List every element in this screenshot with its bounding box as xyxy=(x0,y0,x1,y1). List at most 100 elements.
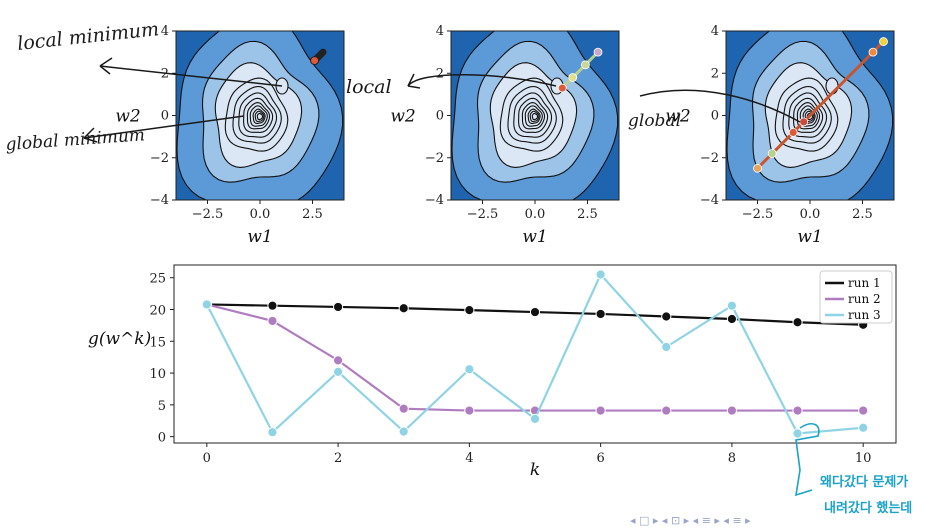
x-tick-label: 6 xyxy=(596,451,604,466)
trajectory-point xyxy=(310,56,320,66)
series-point xyxy=(661,341,672,353)
contour-level xyxy=(249,105,268,127)
series-point xyxy=(267,300,278,311)
contour-level xyxy=(232,85,282,144)
x-tick-label: −2.5 xyxy=(192,207,224,222)
arrow-global-minimum xyxy=(83,115,245,139)
x-tick-label: −2.5 xyxy=(742,207,774,222)
series-point xyxy=(858,405,869,416)
series-point xyxy=(726,405,738,416)
x-tick-label: 4 xyxy=(465,451,473,466)
y-tick-label: 20 xyxy=(149,304,166,319)
contour-level xyxy=(531,112,539,121)
x-tick-label: 0.0 xyxy=(525,207,546,222)
contour-level xyxy=(793,97,824,133)
x-axis-label: k xyxy=(530,460,540,480)
series-point xyxy=(267,427,278,438)
slide-nav-icons[interactable]: ◂ □ ▸ ◂ ⊡ ▸ ◂ ≡ ▸ ◂ ≡ ▸ xyxy=(630,514,751,527)
x-tick-label: 2.5 xyxy=(302,207,323,222)
series-point xyxy=(595,308,606,320)
arrow-local-minimum xyxy=(99,65,283,87)
y-tick-label: −4 xyxy=(425,193,444,208)
y-tick-label: 25 xyxy=(149,272,166,287)
contour-level xyxy=(252,108,266,124)
trajectory-line xyxy=(561,51,600,90)
contour-level xyxy=(527,108,541,124)
korean-note-line1: 왜다갔다 문제가 xyxy=(820,474,908,490)
arrowhead-icon xyxy=(407,73,421,89)
y-tick-label: 2 xyxy=(436,66,444,81)
x-tick-label: 2.5 xyxy=(577,207,598,222)
contour-field xyxy=(176,31,344,200)
y-axis-label: w2 xyxy=(390,107,415,127)
x-tick-label: 10 xyxy=(855,451,872,466)
trajectory-point xyxy=(593,47,603,57)
trajectory-point xyxy=(788,127,798,137)
trajectory-point xyxy=(753,163,762,173)
contour-level xyxy=(254,110,265,123)
series-point xyxy=(201,299,212,310)
series-point xyxy=(792,428,803,439)
series-point xyxy=(792,405,803,416)
contour-level xyxy=(518,97,549,133)
series-point xyxy=(332,366,344,377)
y-tick-label: −4 xyxy=(700,193,719,208)
cost-history-chart: 0 2 4 6 8 10 0 5 10 15 20 25 k g(w^k) run 1 run 2 run 3 xyxy=(88,264,897,480)
y-tick-label: 0 xyxy=(436,109,444,124)
contour-level xyxy=(507,85,557,144)
contour-level xyxy=(246,102,271,130)
y-tick-label: 0 xyxy=(711,109,719,124)
series-point xyxy=(464,305,475,316)
contour-level xyxy=(802,108,816,124)
annotation-global-minimum: global minimum xyxy=(5,125,146,155)
contour-level xyxy=(513,92,553,138)
y-axis-label: g(w^k) xyxy=(88,329,151,349)
y-tick-label: 4 xyxy=(436,24,444,39)
y-axis-label: w2 xyxy=(665,107,690,127)
contour-field xyxy=(451,31,619,200)
x-tick-label: 0.0 xyxy=(250,207,271,222)
series-point xyxy=(858,422,869,433)
korean-note-line2: 내려갔다 했는데 xyxy=(824,500,912,516)
y-tick-label: 0 xyxy=(158,431,166,446)
legend-label: run 3 xyxy=(848,308,881,322)
series-point xyxy=(661,405,672,416)
contour-level xyxy=(256,112,264,121)
x-tick-label: 0 xyxy=(203,451,211,466)
contour-level xyxy=(796,102,821,130)
arrow-global xyxy=(639,89,801,123)
legend-label: run 2 xyxy=(848,292,881,306)
series-point xyxy=(398,426,409,437)
series-point xyxy=(267,315,278,327)
y-tick-label: 15 xyxy=(149,335,166,350)
trajectory-point xyxy=(799,117,809,127)
arrowhead-icon xyxy=(83,127,98,143)
y-tick-label: 0 xyxy=(161,109,169,124)
series-point xyxy=(332,301,344,313)
y-tick-label: −4 xyxy=(150,193,169,208)
series-point xyxy=(464,364,475,375)
y-tick-label: 2 xyxy=(711,66,719,81)
contour-level xyxy=(521,102,546,130)
contour-level xyxy=(774,77,839,152)
x-tick-label: −2.5 xyxy=(467,207,499,222)
contour-level xyxy=(524,105,543,127)
series-point xyxy=(398,403,409,414)
y-axis-label: w2 xyxy=(115,107,140,127)
trajectory-point xyxy=(581,60,590,70)
contour-panel-middle: −2.5 0.0 2.5 4 2 0 −2 −4 w1 w2 xyxy=(390,24,620,247)
note-bracket xyxy=(795,423,820,497)
trajectory-point xyxy=(868,47,878,57)
trajectory-point xyxy=(879,37,888,46)
legend-label: run 1 xyxy=(848,276,881,290)
trajectory-point xyxy=(568,73,578,82)
series-point xyxy=(595,405,606,416)
contour-panel-right: −2.5 0.0 2.5 4 2 0 −2 −4 w1 w2 xyxy=(665,24,895,247)
trajectory-point xyxy=(767,149,777,158)
series-point xyxy=(332,355,344,366)
y-tick-label: 4 xyxy=(711,24,719,39)
series-point xyxy=(529,306,541,318)
series-point xyxy=(726,300,738,311)
contour-level xyxy=(799,105,818,127)
